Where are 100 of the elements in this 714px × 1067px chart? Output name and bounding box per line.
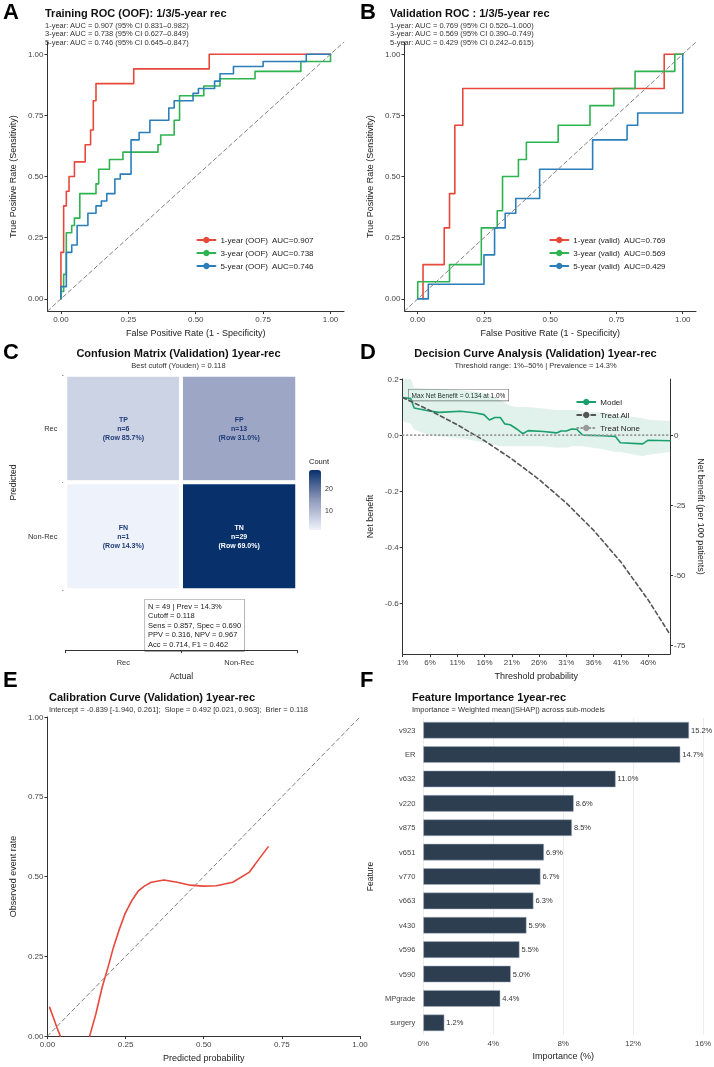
chart-title: Training ROC (OOF): 1/3/5-year rec (45, 6, 227, 19)
y-tick-label: 0.25 (27, 233, 45, 243)
text: F (360, 666, 374, 692)
x-axis-title: False Positive Rate (1 - Specificity) (125, 327, 266, 338)
y-tick-label: 0.00 (27, 294, 45, 304)
x-tick-label: 31% (558, 657, 575, 667)
y2-tick-label: -50 (674, 571, 687, 580)
x-axis-title: Predicted probability (162, 1052, 246, 1063)
x-tick-label: 46% (640, 657, 657, 667)
x-tick-label: 0.75 (274, 1039, 291, 1049)
legend-label: 5-year (OOF) AUC=0.746 (220, 261, 315, 271)
bar (423, 990, 501, 1007)
y-tick-label: 0.2 (387, 374, 400, 384)
x-axis-title: False Positive Rate (1 - Specificity) (480, 327, 621, 338)
legend-label: Model (600, 397, 623, 407)
x-tick-label: 0.00 (409, 314, 427, 324)
x-tick-label: 26% (531, 657, 548, 667)
legend-label: Treat All (600, 410, 630, 420)
y-tick-label: 0.50 (27, 172, 45, 182)
legend-label: 1-year (valid) AUC=0.769 (573, 235, 667, 245)
y2-tick-label: -75 (674, 641, 687, 651)
y-tick-label: 0.25 (27, 951, 45, 961)
y-axis-title: Feature (364, 861, 375, 892)
x-axis-title: Actual (169, 670, 194, 681)
x-tick-label: 0.50 (195, 1039, 213, 1049)
x-tick-label: 0.75 (255, 314, 272, 324)
y-tick-label: 0.75 (384, 110, 402, 120)
x-tick-label: 0% (417, 1038, 430, 1048)
y-axis-title: True Positive Rate (Sensitivity) (7, 115, 18, 238)
bar (423, 819, 572, 837)
x-tick-label: 0.00 (53, 314, 70, 324)
y2-tick-label: 0 (674, 430, 679, 440)
text: B (360, 0, 376, 24)
chart-title: Calibration Curve (Validation) 1year-rec (49, 690, 256, 703)
legend-label: 5-year (valid) AUC=0.429 (573, 261, 667, 271)
bar (423, 892, 534, 910)
bar (423, 965, 511, 983)
text: C (3, 338, 19, 364)
x-axis-title: Importance (%) (532, 1051, 594, 1062)
y2-axis-title: Net benefit (per 100 patients) (695, 458, 706, 575)
x-tick-label: 16% (476, 657, 493, 667)
y-tick-label: -0.4 (384, 542, 400, 552)
x-tick-label: 0.50 (187, 314, 205, 324)
x-tick-label: 0.25 (120, 314, 137, 324)
bar (423, 868, 541, 885)
y-tick-label: 1.00 (384, 49, 402, 59)
x-tick-label: 11% (449, 657, 465, 667)
y-axis-title: Predicted (7, 464, 18, 501)
legend-label: 3-year (valid) AUC=0.569 (573, 248, 667, 258)
bar (423, 843, 544, 861)
x-tick-label: 0.25 (476, 314, 493, 324)
y-tick-label: 0.00 (384, 294, 402, 304)
x-tick-label: 1% (396, 657, 409, 667)
x-tick-label: 16% (694, 1038, 711, 1048)
y-tick-label: -0.2 (384, 486, 400, 496)
x-tick-label: 0.50 (542, 314, 559, 324)
y-axis-title: Net benefit (364, 494, 375, 539)
y-tick-label: 0.50 (27, 872, 45, 882)
x-tick-label: 1.00 (674, 314, 692, 324)
x-tick-label: 41% (612, 657, 629, 667)
x-tick-label: 1.00 (352, 1039, 369, 1049)
y-tick-label: 0.0 (387, 430, 400, 440)
bar (423, 721, 690, 739)
y-tick-label: -0.6 (384, 599, 400, 609)
x-tick-label: 1.00 (322, 314, 339, 324)
y-tick-label: 1.00 (27, 712, 45, 722)
y-tick-label: 1.00 (27, 49, 45, 59)
bar (423, 1014, 445, 1032)
y2-tick-label: -25 (674, 500, 687, 510)
y-tick-label: 0.00 (27, 1031, 45, 1041)
x-axis-title: Threshold probability (494, 670, 579, 681)
bar (423, 746, 681, 763)
y-axis-title: Observed event rate (7, 835, 18, 918)
legend-label: 1-year (OOF) AUC=0.907 (220, 235, 315, 245)
legend-label: 3-year (OOF) AUC=0.738 (220, 248, 315, 258)
y-tick-label: 0.75 (27, 792, 45, 802)
x-tick-label: 21% (503, 657, 520, 667)
text: D (360, 338, 376, 364)
chart-title: Feature Importance 1year-rec (412, 690, 567, 703)
x-tick-label: 36% (585, 657, 602, 667)
x-tick-label: 12% (625, 1038, 642, 1048)
legend-label: Treat None (600, 423, 641, 433)
x-tick-label: 8% (557, 1038, 569, 1048)
bar (423, 795, 574, 812)
y-tick-label: 0.75 (27, 110, 45, 120)
x-tick-label: 6% (424, 657, 436, 667)
text: A (3, 0, 19, 24)
bar (423, 941, 520, 958)
x-tick-label: 0.25 (117, 1039, 134, 1049)
chart-title: Validation ROC : 1/3/5-year rec (390, 6, 550, 19)
x-tick-label: 4% (487, 1038, 500, 1048)
bar (423, 770, 616, 788)
y-tick-label: 0.50 (384, 172, 402, 182)
line-series (60, 53, 332, 300)
line-series (401, 396, 671, 636)
chart-title: Confusion Matrix (Validation) 1year-rec (76, 346, 281, 359)
bar (423, 916, 527, 934)
chart-title: Decision Curve Analysis (Validation) 1year-rec (414, 346, 657, 359)
x-tick-label: 0.75 (608, 314, 625, 324)
y-axis-title: True Positive Rate (Sensitivity) (364, 115, 375, 238)
